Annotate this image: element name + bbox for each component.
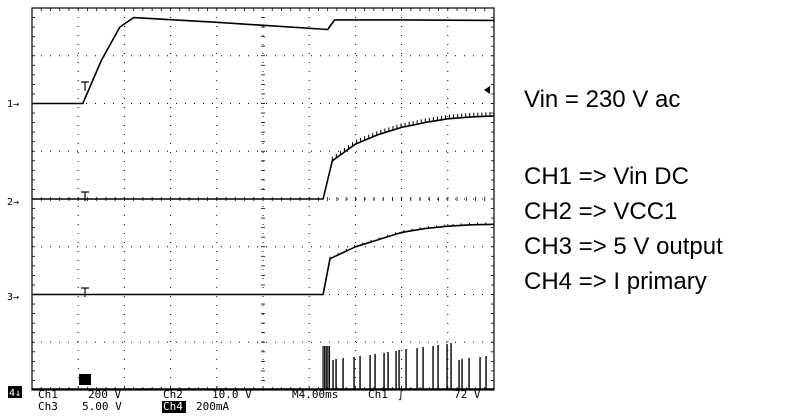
readout-trigger-level: 72 V [454,388,481,401]
trace-ch3 [32,223,495,296]
readout-ch3-label: Ch3 [38,400,58,413]
legend-ch1: CH1 => Vin DC [524,163,689,190]
readout-ch1-label: Ch1 [38,388,58,401]
ground-marker-ch4 [79,374,91,385]
ch3-marker: 3→ [7,292,19,303]
ch4-marker-bg [8,386,22,398]
readout-trigger-source: Ch1 [368,388,388,401]
legend-vin: Vin = 230 V ac [524,86,681,113]
traces [32,16,495,390]
trigger-level-arrow-icon [484,86,490,94]
readout-ch4-label-bg [162,401,186,413]
ch1-marker: 1→ [7,99,19,110]
legend-ch3: CH3 => 5 V output [524,233,723,260]
ground-markers [79,81,91,385]
legend-ch4: CH4 => I primary [524,268,707,295]
readout-ch4-value: 200mA [196,400,229,413]
ch2-marker: 2→ [7,197,19,208]
readout-ch1-value: 200 V [88,388,121,401]
graticule [31,7,495,391]
readout-timebase: M4.00ms [292,388,338,401]
trigger-slope-icon: ∫ [398,388,404,401]
trace-ch2 [32,115,495,200]
readout-ch4-label: Ch4 [163,400,183,413]
readout-ch2-label: Ch2 [163,388,183,401]
readout-ch3-value: 5.00 V [82,400,122,413]
oscilloscope-chart: 1→ 2→ 3→ 4↓ Ch1 200 V Ch2 10.0 V M4.00ms… [7,7,495,413]
trace-ch1 [32,16,495,105]
ch4-marker: 4↓ [9,388,21,399]
readout-ch2-value: 10.0 V [212,388,252,401]
legend-ch2: CH2 => VCC1 [524,198,678,225]
